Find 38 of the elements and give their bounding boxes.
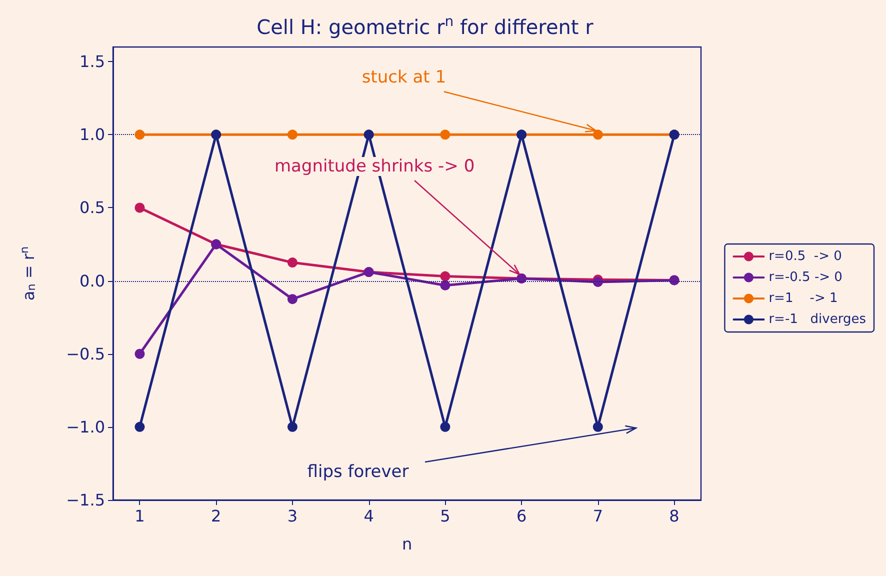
point [134, 130, 145, 140]
point [134, 422, 145, 432]
y-tick-label: 0.0 [80, 271, 105, 290]
y-axis-title: an = rn [18, 246, 38, 301]
point [134, 348, 145, 359]
legend-label: r=-0.5 -> 0 [768, 270, 842, 285]
annotation: stuck at 1 [362, 68, 446, 88]
point [440, 130, 450, 140]
x-tick-label: 3 [287, 506, 298, 526]
y-tick-label: 1.0 [80, 125, 105, 144]
x-tick-label: 2 [210, 506, 222, 526]
annotation: flips forever [307, 462, 409, 482]
point [440, 271, 450, 282]
point [287, 294, 298, 304]
y-tick-label: 1.5 [80, 52, 105, 72]
legend-label: r=-1 diverges [768, 312, 866, 327]
x-tick-label: 5 [440, 506, 450, 526]
point [592, 130, 603, 140]
y-tick-label: −1.0 [66, 417, 105, 436]
x-tick-label: 6 [516, 506, 527, 526]
point [287, 130, 298, 140]
point [440, 280, 450, 290]
x-tick-label: 8 [669, 506, 680, 526]
x-tick-label: 1 [134, 506, 145, 526]
point [440, 422, 450, 432]
point [287, 422, 298, 432]
y-tick-label: 0.5 [80, 198, 105, 218]
y-tick-label: −1.5 [66, 490, 105, 510]
x-tick-label: 7 [592, 506, 604, 526]
x-tick-label: 4 [364, 506, 374, 526]
legend-label: r=1 -> 1 [768, 291, 838, 306]
x-axis-title: n [402, 534, 412, 554]
point [287, 258, 298, 268]
annotation: magnitude shrinks -> 0 [274, 156, 475, 176]
y-tick-label: −0.5 [66, 344, 105, 364]
legend-label: r=0.5 -> 0 [768, 249, 842, 264]
point [592, 422, 603, 432]
point [134, 202, 145, 213]
